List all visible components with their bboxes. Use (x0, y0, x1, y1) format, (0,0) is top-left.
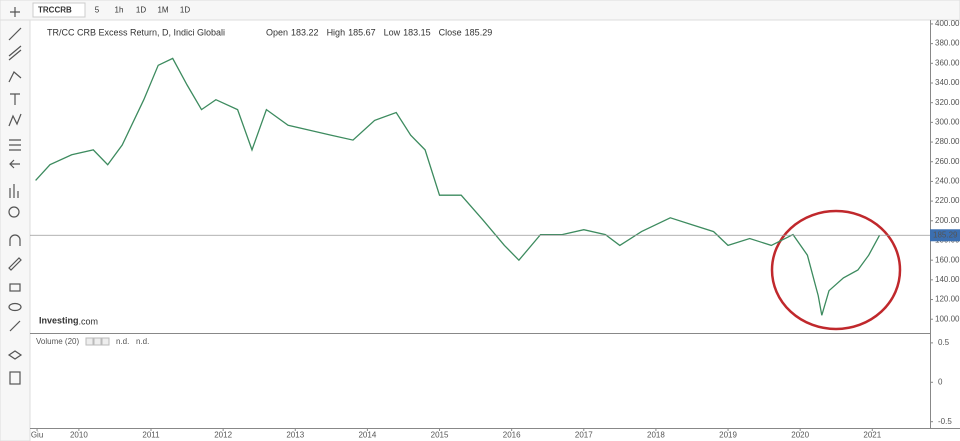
y-tick-label: 100.00 (935, 314, 960, 323)
interval-button[interactable]: 1h (115, 6, 124, 15)
text-tool[interactable] (10, 93, 20, 105)
volume-control[interactable] (85, 337, 94, 346)
ohlc-value: 183.15 (403, 27, 431, 37)
symbol-box[interactable] (32, 2, 86, 18)
ohlc-label: High (327, 27, 346, 37)
volume-tick-label: 0.5 (938, 338, 950, 347)
x-tick-label: 2014 (358, 431, 376, 440)
layers-tool[interactable] (7, 350, 23, 360)
trash-tool[interactable] (9, 371, 21, 385)
interval-button[interactable]: 1D (180, 6, 190, 15)
trendline-tool[interactable] (8, 27, 22, 41)
ohlc-label: Open (266, 27, 288, 37)
y-tick-label: 240.00 (935, 177, 960, 186)
crosshair-tool[interactable] (10, 7, 20, 17)
x-tick-label: Giu (31, 431, 43, 440)
prediction-tool[interactable] (9, 139, 21, 151)
volume-control[interactable] (101, 337, 110, 346)
x-tick-label: 2021 (863, 431, 881, 440)
volume-tick-label: -0.5 (938, 417, 952, 426)
x-tick-label: 2017 (575, 431, 593, 440)
y-tick-label: 200.00 (935, 216, 960, 225)
interval-button[interactable]: 1M (157, 6, 168, 15)
last-price-tag (930, 229, 960, 242)
highlight-circle (770, 209, 902, 331)
y-tick-label: 140.00 (935, 275, 960, 284)
lock-tool[interactable] (9, 283, 21, 292)
y-tick-label: 360.00 (935, 58, 960, 67)
y-tick-label: 400.00 (935, 19, 960, 28)
last-price-label: 185.29 (933, 230, 958, 239)
y-tick-label: 160.00 (935, 255, 960, 264)
volume-title: Volume (20) (36, 337, 79, 346)
x-tick-label: 2010 (70, 431, 88, 440)
series-title: TR/CC CRB Excess Return, D, Indici Globa… (47, 27, 225, 37)
x-tick-label: 2012 (214, 431, 232, 440)
ohlc-value: 185.29 (465, 27, 493, 37)
volume-control[interactable] (93, 337, 102, 346)
back-tool[interactable] (9, 159, 20, 169)
top-toolbar (0, 0, 960, 21)
y-tick-label: 340.00 (935, 78, 960, 87)
ohlc-value: 183.22 (291, 27, 319, 37)
left-tools (7, 7, 23, 385)
ohlc-label: Low (384, 27, 401, 37)
x-tick-label: 2011 (142, 431, 160, 440)
x-tick-label: 2018 (647, 431, 665, 440)
visibility-tool[interactable] (8, 302, 22, 312)
y-tick-label: 320.00 (935, 98, 960, 107)
magnet-tool[interactable] (9, 234, 21, 246)
interval-button[interactable]: 1D (136, 6, 146, 15)
interval-button[interactable]: 5 (95, 6, 100, 15)
y-tick-label: 380.00 (935, 39, 960, 48)
link-tool[interactable] (9, 320, 21, 332)
y-tick-label: 260.00 (935, 157, 960, 166)
volume-readout: n.d. (136, 337, 149, 346)
x-tick-label: 2013 (286, 431, 304, 440)
pattern-tool[interactable] (8, 113, 22, 127)
lock-draw-tool[interactable] (8, 257, 22, 271)
y-tick-label: 300.00 (935, 117, 960, 126)
symbol[interactable]: TRCCRB (38, 6, 72, 15)
y-tick-label: 120.00 (935, 295, 960, 304)
volume-readout: n.d. (116, 337, 129, 346)
fib-tool[interactable] (8, 45, 22, 61)
logo-brand: Investing (39, 315, 79, 325)
volume-tick-label: 0 (938, 377, 943, 386)
x-tick-label: 2019 (719, 431, 737, 440)
x-tick-label: 2016 (503, 431, 521, 440)
y-tick-label: 280.00 (935, 137, 960, 146)
y-tick-label: 220.00 (935, 196, 960, 205)
measure-tool[interactable] (9, 184, 19, 198)
x-tick-label: 2015 (431, 431, 449, 440)
left-toolbar (0, 19, 31, 441)
price-line (35, 57, 881, 316)
ohlc-label: Close (439, 27, 462, 37)
x-tick-label: 2020 (791, 431, 809, 440)
zoom-tool[interactable] (8, 206, 20, 218)
ohlc-value: 185.67 (348, 27, 376, 37)
brush-tool[interactable] (8, 71, 22, 83)
logo-suffix: .com (79, 316, 99, 326)
